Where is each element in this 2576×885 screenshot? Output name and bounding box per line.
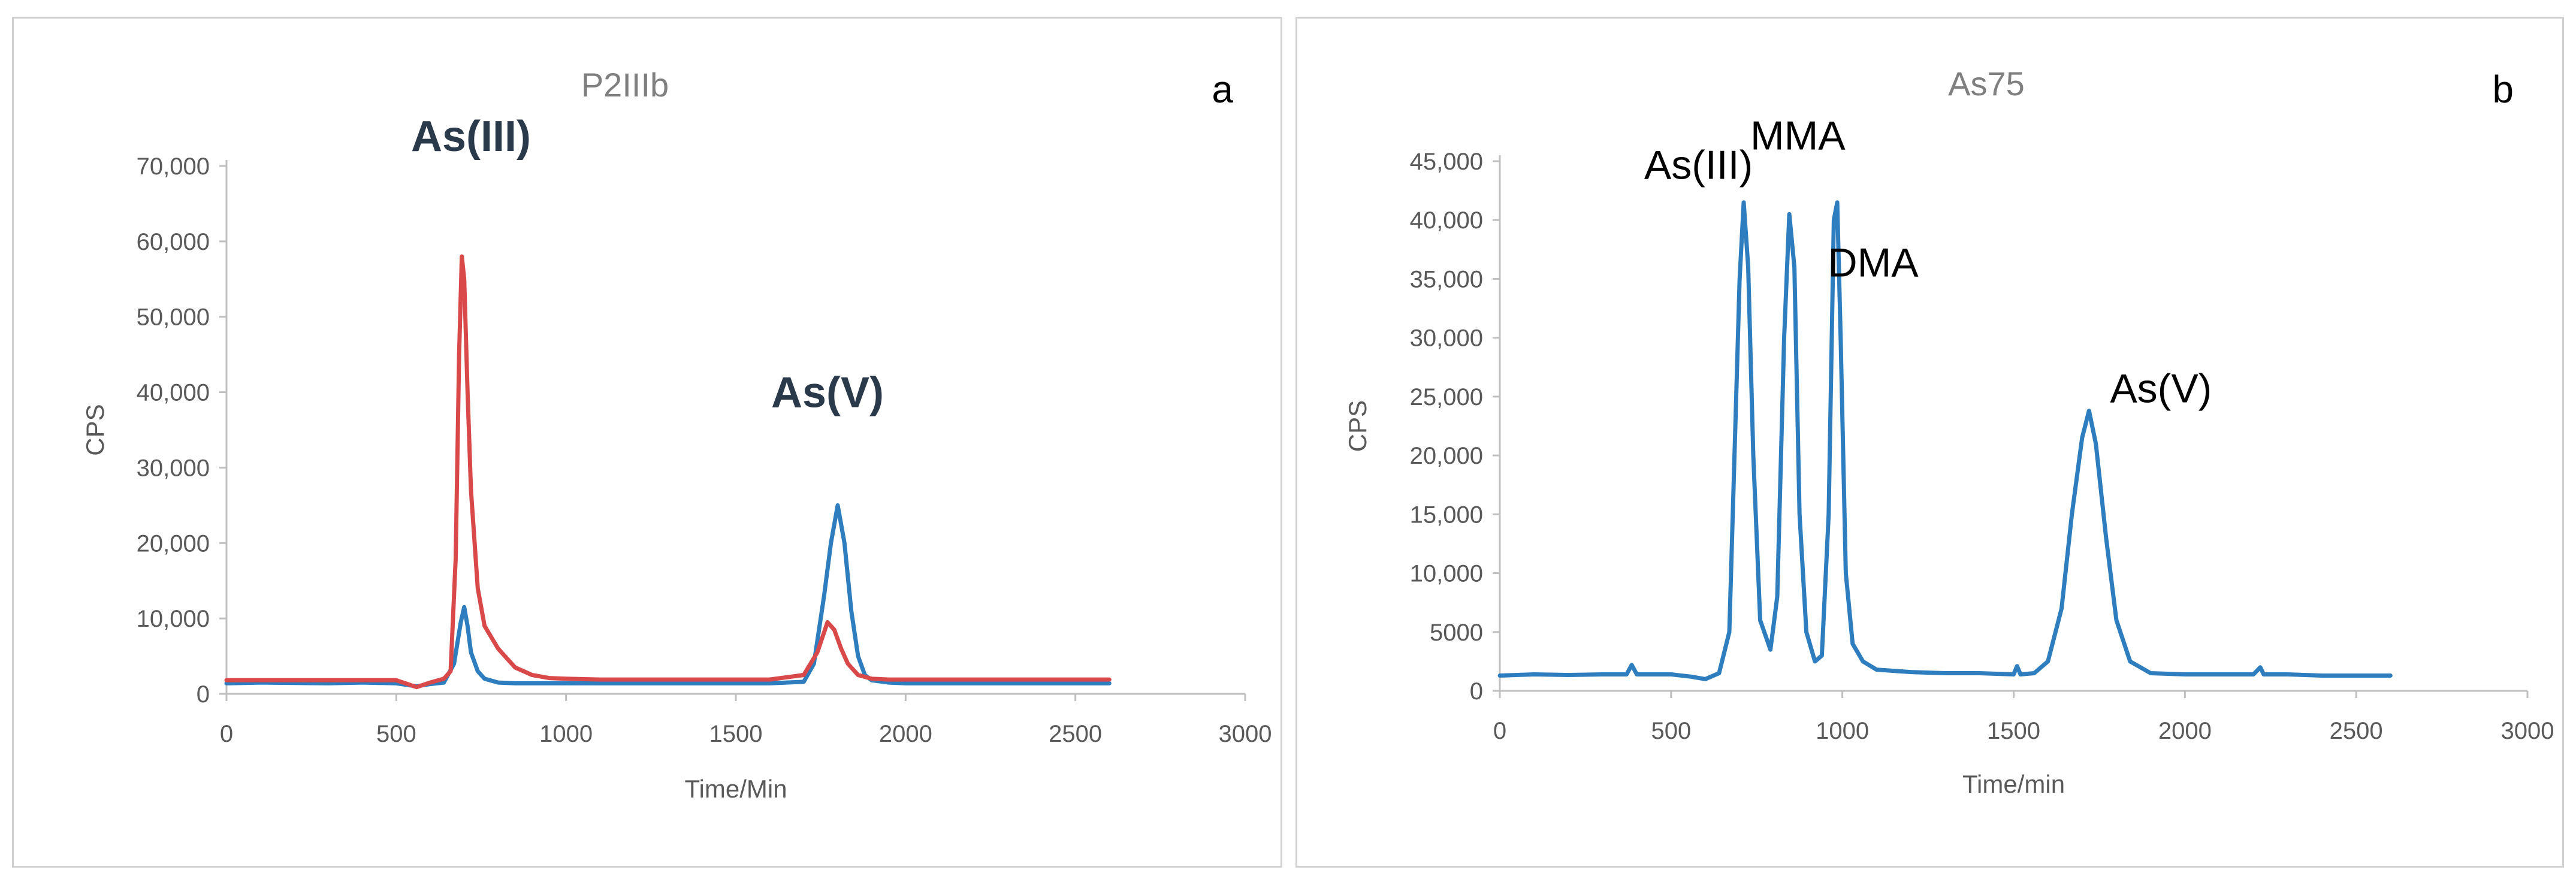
x-tick-label: 3000 [2501, 718, 2554, 744]
chart-a-svg: P2IIIb a 0 10,000 20,000 30,000 40,000 50,000 60… [81, 66, 1272, 803]
x-tick-label: 0 [1493, 718, 1506, 744]
series-line-2 [224, 254, 1112, 690]
y-tick-label: 45,000 [1410, 149, 1483, 175]
y-tick-label: 15,000 [1410, 502, 1483, 528]
peak-annotation: As(V) [2110, 366, 2212, 412]
x-tick-label: 500 [1651, 718, 1691, 744]
chart-title: P2IIIb [581, 66, 669, 104]
peak-annotation: As(III) [411, 113, 531, 161]
panel-letter: a [1212, 68, 1233, 111]
y-tick-label: 20,000 [137, 530, 210, 557]
y-tick-label: 5000 [1430, 620, 1483, 646]
x-tick-label: 1000 [539, 721, 593, 747]
x-tick-label: 1500 [1987, 718, 2040, 744]
y-tick-label: 20,000 [1410, 443, 1483, 469]
y-tick-label: 10,000 [137, 606, 210, 632]
x-axis-label: Time/min [1962, 770, 2065, 798]
x-tick-label: 3000 [1219, 721, 1272, 747]
y-tick-label: 50,000 [137, 304, 210, 331]
y-tick-label: 40,000 [1410, 207, 1483, 234]
y-tick-label: 60,000 [137, 229, 210, 255]
y-tick-label: 40,000 [137, 380, 210, 406]
chart-b-svg: As75 b0500010,00015,00020,00025,00030,000… [1343, 65, 2554, 798]
x-tick-label: 2000 [2158, 718, 2212, 744]
series-line-1 [1497, 200, 2393, 681]
chart-panel-b: As75 b 0 5000 10,000 15,000 20,000 25,000 30,000… [1295, 17, 2564, 868]
x-tick-label: 2500 [2330, 718, 2383, 744]
y-tick-label: 0 [197, 681, 210, 708]
x-tick-label: 0 [220, 721, 233, 747]
peak-annotation: MMA [1750, 113, 1846, 158]
x-tick-label: 500 [376, 721, 416, 747]
series-line-1 [224, 503, 1112, 688]
y-tick-label: 70,000 [137, 153, 210, 180]
y-axis-label: CPS [1343, 400, 1372, 452]
peak-annotation: As(III) [1644, 142, 1753, 188]
x-tick-label: 2500 [1049, 721, 1102, 747]
peak-annotation: As(V) [771, 369, 884, 417]
y-tick-label: 30,000 [1410, 325, 1483, 352]
peak-annotation: DMA [1828, 240, 1919, 286]
y-tick-label: 35,000 [1410, 266, 1483, 292]
y-axis-label: CPS [81, 404, 109, 455]
x-axis-label: Time/Min [684, 775, 787, 803]
y-tick-label: 25,000 [1410, 384, 1483, 410]
y-tick-label: 0 [1470, 678, 1483, 705]
y-tick-label: 30,000 [137, 455, 210, 481]
chart-title: As75 [1948, 65, 2025, 102]
y-tick-label: 10,000 [1410, 561, 1483, 587]
x-tick-label: 1000 [1816, 718, 1869, 744]
chart-panel-a: P2IIIb a 0 10,000 20,000 30,000 40,000 50,000 60… [12, 17, 1282, 868]
x-tick-label: 2000 [879, 721, 932, 747]
panel-letter: b [2492, 68, 2514, 111]
x-tick-label: 1500 [709, 721, 763, 747]
